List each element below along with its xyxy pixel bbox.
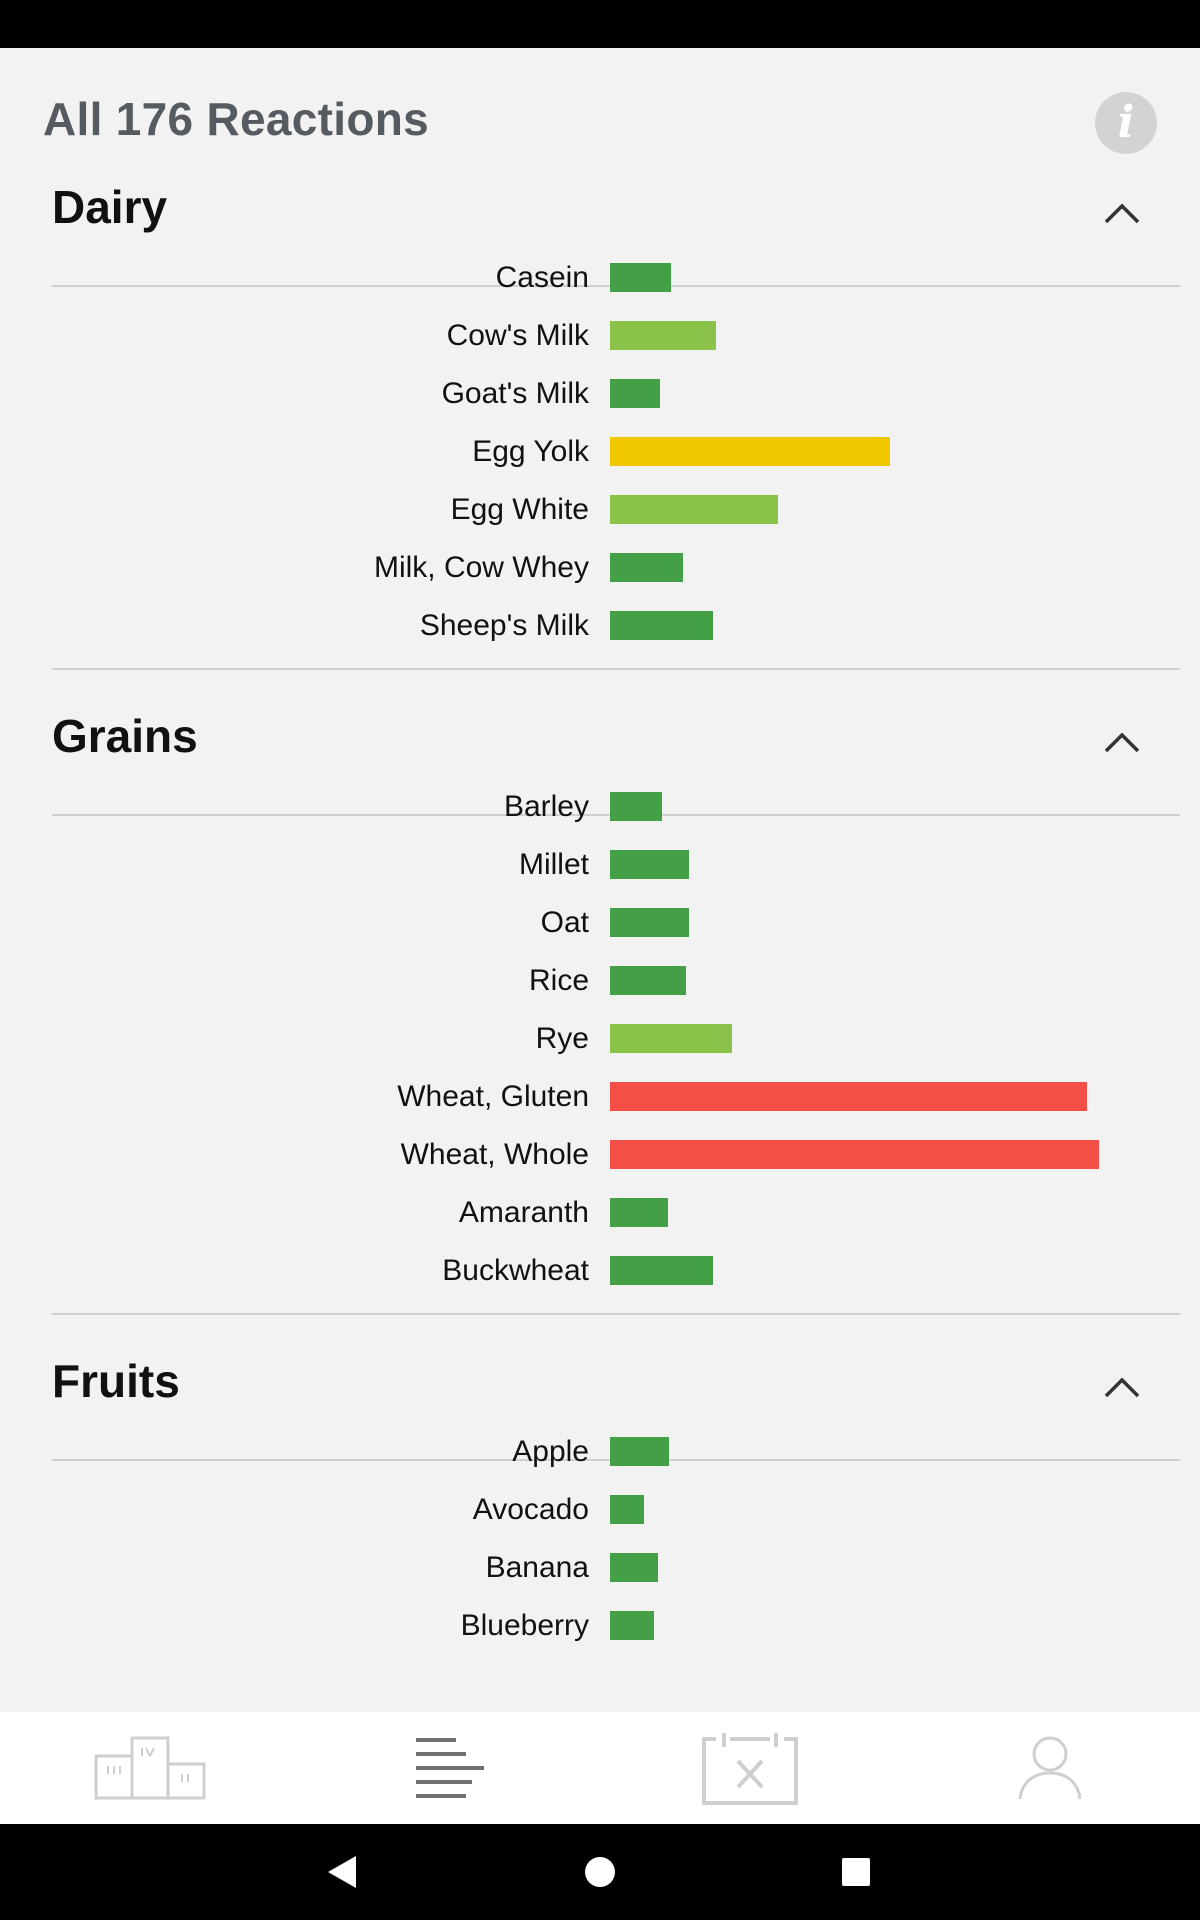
home-button[interactable] xyxy=(576,1848,624,1896)
status-bar xyxy=(0,0,1200,48)
home-icon xyxy=(585,1857,615,1887)
reaction-row[interactable]: Wheat, Whole xyxy=(0,1130,1200,1184)
nav-podium[interactable] xyxy=(0,1712,300,1824)
calendar-food-icon xyxy=(702,1733,798,1805)
reaction-row[interactable]: Blueberry xyxy=(0,1601,1200,1655)
chevron-up-icon[interactable] xyxy=(1102,1368,1142,1408)
info-button[interactable]: i xyxy=(1095,92,1157,154)
reaction-level-bar xyxy=(610,908,689,937)
reaction-level-bar xyxy=(610,792,662,821)
reaction-row[interactable]: Egg Yolk xyxy=(0,427,1200,481)
section-title: Fruits xyxy=(52,1355,180,1407)
reaction-level-bar xyxy=(610,1140,1099,1169)
reaction-level-bar xyxy=(610,321,716,350)
system-navigation-bar xyxy=(0,1824,1200,1920)
reaction-label: Milk, Cow Whey xyxy=(373,551,589,584)
reaction-row[interactable]: Apple xyxy=(0,1427,1200,1481)
reaction-level-bar xyxy=(610,553,683,582)
reaction-level-bar xyxy=(610,1611,654,1640)
reaction-level-bar xyxy=(610,495,778,524)
reaction-row[interactable]: Banana xyxy=(0,1543,1200,1597)
reaction-label: Rice xyxy=(528,964,589,997)
reaction-label: Millet xyxy=(518,848,589,881)
nav-calendar[interactable] xyxy=(600,1712,900,1824)
reaction-label: Barley xyxy=(503,790,589,823)
reaction-row[interactable]: Barley xyxy=(0,782,1200,836)
reaction-level-bar xyxy=(610,1437,669,1466)
reaction-row[interactable]: Milk, Cow Whey xyxy=(0,543,1200,597)
reaction-level-bar xyxy=(610,379,660,408)
reaction-label: Wheat, Whole xyxy=(400,1138,589,1171)
reaction-row[interactable]: Buckwheat xyxy=(0,1246,1200,1300)
nav-list[interactable] xyxy=(300,1712,600,1824)
reaction-label: Cow's Milk xyxy=(446,319,589,352)
reaction-row[interactable]: Oat xyxy=(0,898,1200,952)
reaction-label: Sheep's Milk xyxy=(419,609,589,642)
section-divider xyxy=(52,668,1180,670)
reaction-row[interactable]: Amaranth xyxy=(0,1188,1200,1242)
recents-button[interactable] xyxy=(832,1848,880,1896)
reaction-level-bar xyxy=(610,850,689,879)
reaction-label: Blueberry xyxy=(460,1609,589,1642)
profile-icon xyxy=(1018,1736,1082,1800)
section-header-dairy[interactable]: Dairy xyxy=(52,172,1180,252)
reaction-row[interactable]: Rye xyxy=(0,1014,1200,1068)
reaction-label: Egg Yolk xyxy=(472,435,589,468)
reaction-label: Casein xyxy=(495,261,589,294)
podium-icon xyxy=(94,1736,206,1800)
section-title: Grains xyxy=(52,710,198,762)
reaction-level-bar xyxy=(610,1024,732,1053)
reaction-level-bar xyxy=(610,1553,658,1582)
reaction-label: Avocado xyxy=(472,1493,589,1526)
section-title: Dairy xyxy=(52,181,168,233)
reaction-row[interactable]: Egg White xyxy=(0,485,1200,539)
reaction-row[interactable]: Avocado xyxy=(0,1485,1200,1539)
reaction-label: Oat xyxy=(540,906,589,939)
reaction-label: Wheat, Gluten xyxy=(397,1080,589,1113)
section-header-grains[interactable]: Grains xyxy=(52,701,1180,781)
reaction-label: Banana xyxy=(485,1551,589,1584)
section-divider xyxy=(52,1313,1180,1315)
reaction-level-bar xyxy=(610,1198,668,1227)
list-icon xyxy=(416,1738,484,1798)
section-header-fruits[interactable]: Fruits xyxy=(52,1346,1180,1426)
reaction-row[interactable]: Goat's Milk xyxy=(0,369,1200,423)
chevron-up-icon[interactable] xyxy=(1102,723,1142,763)
reaction-level-bar xyxy=(610,263,671,292)
reaction-level-bar xyxy=(610,611,713,640)
reaction-row[interactable]: Cow's Milk xyxy=(0,311,1200,365)
reaction-level-bar xyxy=(610,1495,644,1524)
reaction-level-bar xyxy=(610,966,686,995)
page-title: All 176 Reactions xyxy=(43,93,430,145)
reaction-level-bar xyxy=(610,1256,713,1285)
reaction-row[interactable]: Casein xyxy=(0,253,1200,307)
reaction-label: Goat's Milk xyxy=(441,377,589,410)
reactions-content[interactable]: All 176 Reactions i Dairy Casein Cow's Mil… xyxy=(0,48,1200,1712)
reaction-row[interactable]: Millet xyxy=(0,840,1200,894)
chevron-up-icon[interactable] xyxy=(1102,194,1142,234)
back-icon xyxy=(328,1856,356,1888)
recents-icon xyxy=(842,1858,870,1886)
reaction-row[interactable]: Sheep's Milk xyxy=(0,601,1200,655)
reaction-level-bar xyxy=(610,1082,1087,1111)
reaction-label: Egg White xyxy=(450,493,589,526)
nav-profile[interactable] xyxy=(900,1712,1200,1824)
info-icon: i xyxy=(1117,97,1135,148)
reaction-label: Apple xyxy=(512,1435,589,1468)
bottom-navigation xyxy=(0,1712,1200,1824)
reaction-row[interactable]: Rice xyxy=(0,956,1200,1010)
reaction-row[interactable]: Wheat, Gluten xyxy=(0,1072,1200,1126)
reaction-label: Amaranth xyxy=(458,1196,589,1229)
reaction-level-bar xyxy=(610,437,890,466)
reaction-label: Buckwheat xyxy=(442,1254,589,1287)
reaction-label: Rye xyxy=(535,1022,589,1055)
back-button[interactable] xyxy=(318,1848,366,1896)
